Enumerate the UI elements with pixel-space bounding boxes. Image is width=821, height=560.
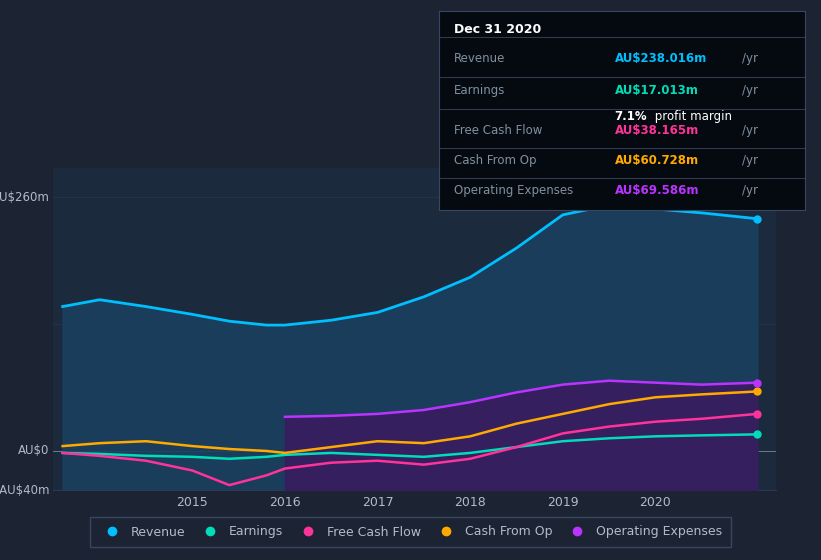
- Text: /yr: /yr: [742, 53, 759, 66]
- Text: profit margin: profit margin: [651, 110, 732, 123]
- Text: Dec 31 2020: Dec 31 2020: [454, 23, 541, 36]
- Text: /yr: /yr: [742, 124, 759, 137]
- Text: Revenue: Revenue: [454, 53, 505, 66]
- Text: /yr: /yr: [742, 154, 759, 167]
- Text: Cash From Op: Cash From Op: [454, 154, 536, 167]
- Text: AU$17.013m: AU$17.013m: [615, 84, 699, 97]
- Legend: Revenue, Earnings, Free Cash Flow, Cash From Op, Operating Expenses: Revenue, Earnings, Free Cash Flow, Cash …: [90, 517, 731, 547]
- Text: AU$0: AU$0: [18, 445, 50, 458]
- Text: Earnings: Earnings: [454, 84, 505, 97]
- Text: AU$238.016m: AU$238.016m: [615, 53, 707, 66]
- Text: Free Cash Flow: Free Cash Flow: [454, 124, 542, 137]
- Text: -AU$40m: -AU$40m: [0, 483, 50, 497]
- Text: AU$38.165m: AU$38.165m: [615, 124, 699, 137]
- Text: AU$60.728m: AU$60.728m: [615, 154, 699, 167]
- Text: /yr: /yr: [742, 184, 759, 197]
- Text: Operating Expenses: Operating Expenses: [454, 184, 573, 197]
- Text: AU$260m: AU$260m: [0, 191, 50, 204]
- Text: 7.1%: 7.1%: [615, 110, 647, 123]
- Text: AU$69.586m: AU$69.586m: [615, 184, 699, 197]
- Text: /yr: /yr: [742, 84, 759, 97]
